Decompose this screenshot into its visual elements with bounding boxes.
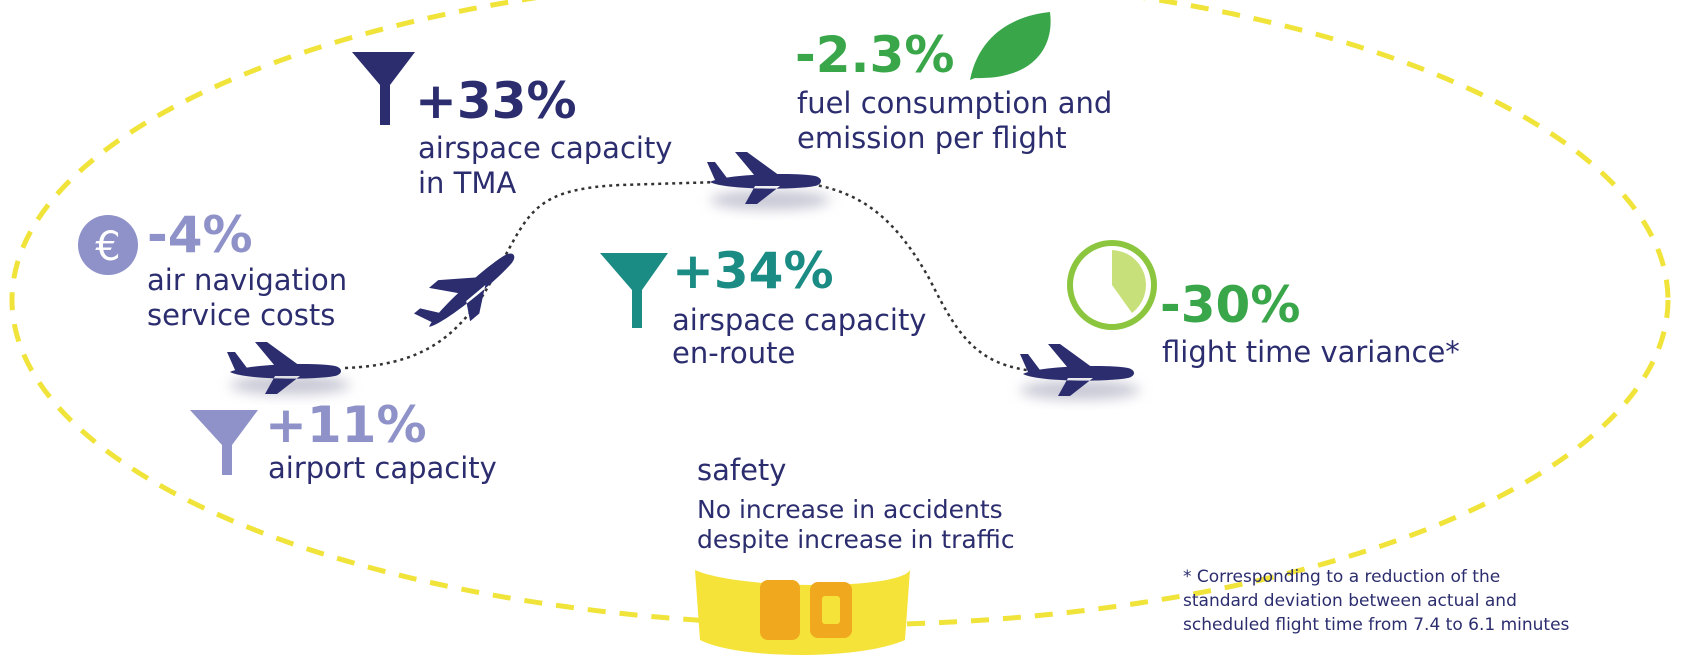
label: in TMA [418, 166, 516, 200]
label: airport capacity [268, 451, 497, 485]
footnote: * Corresponding to a reduction of the [1183, 567, 1500, 587]
label: en-route [672, 336, 795, 370]
footnote: standard deviation between actual and [1183, 591, 1517, 611]
heading: safety [697, 453, 786, 487]
value: -2.3% [795, 26, 954, 84]
value: +34% [672, 242, 834, 300]
value: +11% [265, 396, 427, 454]
funnel-icon [600, 253, 668, 328]
label: airspace capacity [672, 303, 926, 337]
funnel-icon [352, 52, 415, 125]
buckle-hole [822, 596, 840, 624]
seatbelt [695, 570, 910, 655]
funnel-icon [190, 410, 258, 475]
label: air navigation [147, 263, 347, 297]
value: +33% [415, 72, 577, 130]
label: service costs [147, 298, 335, 332]
label: airspace capacity [418, 131, 672, 165]
footnote: scheduled flight time from 7.4 to 6.1 mi… [1183, 615, 1570, 635]
label: flight time variance* [1162, 335, 1460, 369]
page: € +33% airspace capacity in TMA -2.3% fu… [0, 0, 1681, 670]
buckle [760, 580, 800, 640]
label: despite increase in traffic [697, 525, 1015, 554]
value: -4% [147, 206, 253, 264]
label: fuel consumption and [797, 86, 1112, 120]
euro-symbol: € [95, 224, 120, 270]
label: No increase in accidents [697, 495, 1003, 524]
plane [408, 233, 529, 346]
label: emission per flight [797, 121, 1067, 155]
value: -30% [1160, 276, 1300, 334]
infographic: € +33% airspace capacity in TMA -2.3% fu… [0, 0, 1681, 670]
leaf-icon [970, 12, 1051, 80]
